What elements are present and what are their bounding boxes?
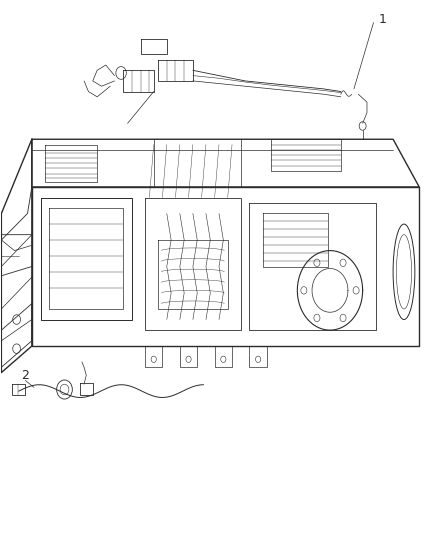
Text: 1: 1 <box>378 13 386 27</box>
Text: 2: 2 <box>21 369 29 382</box>
